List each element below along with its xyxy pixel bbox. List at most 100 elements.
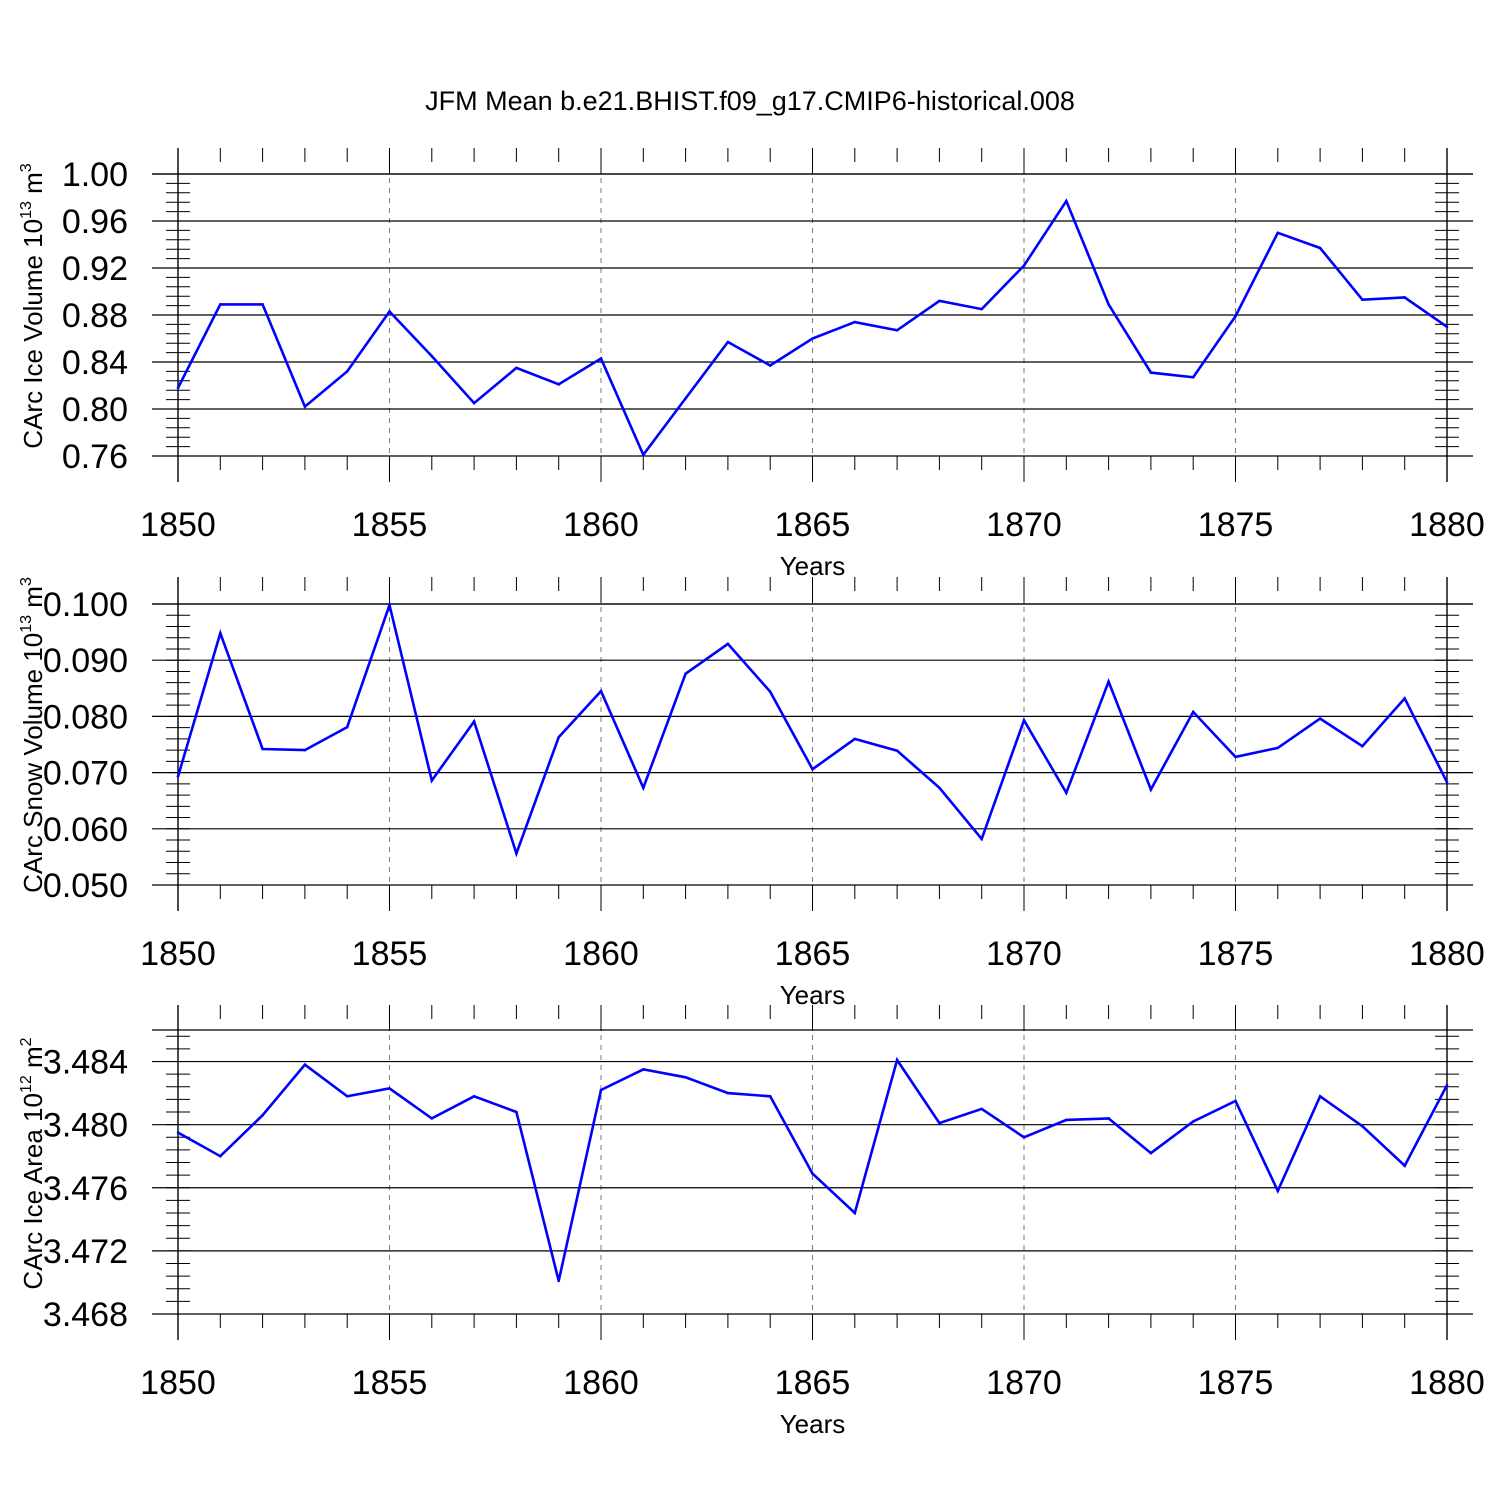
x-tick-label: 1860	[563, 506, 639, 544]
y-tick-label: 0.080	[43, 698, 128, 736]
y-axis-title-main: CArc Ice Area 10	[18, 1093, 48, 1290]
data-point	[1361, 744, 1364, 748]
x-tick-label: 1875	[1198, 506, 1274, 544]
y-axis-title: CArc Ice Volume 1013 m3	[18, 163, 48, 448]
data-point	[1318, 717, 1322, 720]
data-point	[895, 749, 899, 752]
y-axis-title-main: CArc Snow Volume 10	[18, 633, 48, 893]
y-tick-label: 0.060	[43, 811, 128, 849]
y-tick-label: 0.88	[62, 297, 128, 335]
data-point	[1149, 371, 1153, 374]
data-point	[599, 357, 603, 360]
y-axis-title-unit-exponent: 3	[18, 577, 35, 586]
data-point	[811, 337, 814, 340]
data-point	[599, 689, 603, 693]
data-point	[1234, 755, 1237, 759]
data-point	[430, 354, 434, 358]
data-point	[1065, 791, 1068, 795]
x-axis-title: Years	[780, 551, 846, 581]
y-axis-title-unit-exponent: 2	[18, 1037, 35, 1046]
data-point	[642, 786, 645, 790]
data-point	[176, 386, 180, 390]
data-point	[1149, 788, 1153, 791]
data-point	[1445, 325, 1449, 329]
data-point	[557, 1279, 560, 1283]
data-point	[388, 603, 391, 607]
data-point	[557, 735, 560, 739]
data-point	[1403, 296, 1406, 299]
data-point	[1276, 231, 1280, 235]
data-point	[430, 1117, 434, 1120]
data-point	[642, 453, 645, 457]
data-point	[345, 370, 349, 373]
data-point	[895, 328, 899, 332]
data-point	[303, 748, 307, 752]
x-tick-label: 1880	[1409, 935, 1485, 973]
data-point	[472, 1094, 476, 1098]
data-point	[176, 775, 180, 778]
x-tick-label: 1875	[1198, 935, 1274, 973]
y-axis-title: CArc Snow Volume 1013 m3	[18, 577, 48, 893]
data-point	[768, 1094, 772, 1098]
data-point	[726, 642, 730, 646]
y-tick-label: 0.96	[62, 203, 128, 241]
y-axis-title-unit: m	[18, 1046, 48, 1075]
data-point	[388, 310, 391, 313]
x-tick-label: 1850	[140, 935, 216, 973]
data-point	[261, 747, 264, 751]
data-point	[261, 1113, 264, 1117]
data-point	[980, 1107, 983, 1111]
data-point	[1445, 1083, 1449, 1087]
data-point	[1361, 1124, 1364, 1128]
data-point	[219, 631, 222, 635]
data-point	[515, 852, 518, 855]
y-axis-title-unit: m	[18, 586, 48, 615]
data-point	[219, 303, 222, 306]
y-axis-title-main: CArc Ice Volume 10	[18, 219, 48, 449]
data-point	[938, 299, 941, 303]
y-axis-title-exponent: 12	[18, 1075, 35, 1093]
data-point	[1403, 697, 1406, 700]
y-tick-label: 3.476	[43, 1170, 128, 1208]
y-tick-label: 0.92	[62, 250, 128, 288]
x-tick-label: 1850	[140, 1364, 216, 1402]
data-point	[176, 1131, 180, 1134]
data-point	[261, 303, 264, 306]
data-point	[1318, 246, 1322, 250]
data-point	[853, 1211, 857, 1215]
x-tick-label: 1850	[140, 506, 216, 544]
data-point	[895, 1058, 899, 1062]
data-point	[1234, 1099, 1237, 1103]
y-axis-title-unit: m	[18, 172, 48, 201]
y-tick-label: 0.090	[43, 642, 128, 680]
data-point	[768, 690, 772, 693]
data-point	[1191, 710, 1195, 714]
x-tick-label: 1855	[352, 935, 428, 973]
x-tick-label: 1865	[775, 1364, 851, 1402]
x-tick-label: 1870	[986, 1364, 1062, 1402]
data-point	[303, 405, 307, 408]
data-point	[557, 383, 560, 386]
x-tick-label: 1875	[1198, 1364, 1274, 1402]
data-point	[684, 1076, 687, 1079]
data-point	[1234, 314, 1237, 318]
y-tick-label: 3.468	[43, 1296, 128, 1334]
data-point	[345, 1094, 349, 1098]
data-point	[1445, 780, 1449, 784]
x-tick-label: 1865	[775, 935, 851, 973]
data-point	[303, 1063, 307, 1067]
x-tick-label: 1855	[352, 1364, 428, 1402]
y-axis-title-exponent: 13	[18, 201, 35, 219]
data-point	[1107, 303, 1110, 306]
y-tick-label: 0.100	[43, 586, 128, 624]
data-point	[1361, 298, 1364, 302]
data-point	[219, 1154, 222, 1158]
chart-title: JFM Mean b.e21.BHIST.f09_g17.CMIP6-histo…	[425, 86, 1075, 116]
y-axis-title-exponent: 13	[18, 615, 35, 633]
data-point	[472, 401, 476, 405]
data-point	[1403, 1164, 1406, 1167]
data-point	[1149, 1151, 1153, 1155]
data-point	[1022, 1135, 1026, 1139]
data-point	[1276, 746, 1280, 750]
